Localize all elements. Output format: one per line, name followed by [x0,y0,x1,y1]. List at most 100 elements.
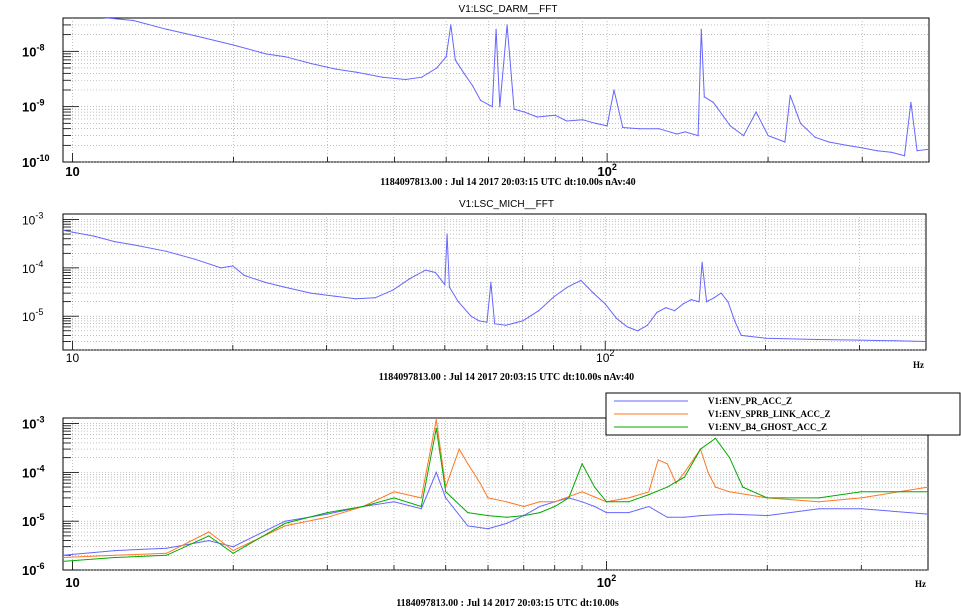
data-point [523,111,525,113]
x-tick-label: 102 [597,162,616,179]
data-point [506,516,508,518]
data-point [458,448,460,450]
data-point [539,505,541,508]
data-point [165,552,168,554]
x-unit-label: Hz [913,360,924,370]
data-point [310,63,313,65]
data-point [714,486,717,488]
y-tick-exp: -4 [36,463,44,473]
data-point [916,150,918,152]
y-tick-exp: -5 [35,307,43,317]
data-point [445,497,447,499]
data-point [208,531,210,533]
data-point [63,560,64,562]
data-point [243,274,245,276]
data-point [195,35,197,37]
data-point [435,419,437,421]
data-point [63,556,64,559]
data-point [63,229,64,231]
data-point [784,141,786,143]
data-point [393,491,395,493]
data-point [132,244,134,246]
data-point [506,24,508,26]
data-point [845,144,847,146]
data-point [513,108,515,110]
data-point [890,151,892,153]
data-point [582,119,584,121]
data-point [697,135,699,137]
data-point [479,482,481,484]
y-tick-base: 10 [22,417,36,432]
data-point [284,522,286,525]
y-tick-base: 10 [22,563,36,578]
data-point [648,494,650,496]
data-point [264,281,266,283]
series-line [63,428,928,562]
data-point [467,511,469,514]
data-point [789,94,791,96]
data-point [434,271,436,274]
data-point [861,147,863,149]
data-point [495,28,497,30]
x-tick-exp: 2 [609,348,614,358]
y-tick-exp: -8 [36,42,44,52]
data-point [683,516,686,518]
x-tick-base: 10 [66,351,80,365]
data-point [683,471,686,473]
data-point [494,323,496,325]
data-point [676,133,678,135]
data-point [194,258,196,260]
y-tick-base: 10 [22,262,36,276]
grid [63,18,929,163]
data-point [766,515,768,517]
data-point [553,296,555,298]
y-tick-base: 10 [22,465,36,480]
data-point [326,511,328,514]
data-point [539,501,541,503]
data-point [165,554,168,556]
data-point [220,267,222,269]
data-point [682,303,684,305]
y-tick-base: 10 [22,44,36,59]
legend: V1:ENV_PR_ACC_Z V1:ENV_SPRB_LINK_ACC_Z V1:… [605,392,961,436]
data-point [567,286,569,288]
data-point [435,471,437,473]
data-point [232,550,234,552]
data-point [766,497,768,499]
data-point [165,250,167,252]
data-point [767,135,769,137]
data-point [114,241,116,243]
data-point [420,508,422,510]
y-tick-label: 10-9 [22,98,44,115]
data-point [816,338,818,341]
data-point [700,28,702,30]
data-point [284,56,286,58]
data-point [326,516,328,518]
data-point [828,141,830,143]
data-point [232,265,234,267]
y-tick-label: 10-10 [22,153,49,170]
data-point [538,310,540,312]
data-point [63,554,64,556]
data-point [734,320,736,322]
data-point [232,552,234,554]
data-point [362,505,364,508]
plot-frame [62,417,929,571]
data-point [114,550,116,552]
data-point [284,520,286,522]
data-point [232,44,234,46]
data-point [684,131,686,133]
data-point [604,303,606,305]
y-tick-label: 10-6 [22,561,44,578]
data-point [666,463,668,465]
data-point [666,486,668,488]
data-point [463,72,465,74]
data-point [467,463,469,465]
series-line [63,419,928,558]
data-point [208,535,210,537]
data-point [94,16,95,17]
grid [63,418,928,571]
data-point [393,501,395,503]
data-point [409,278,411,280]
